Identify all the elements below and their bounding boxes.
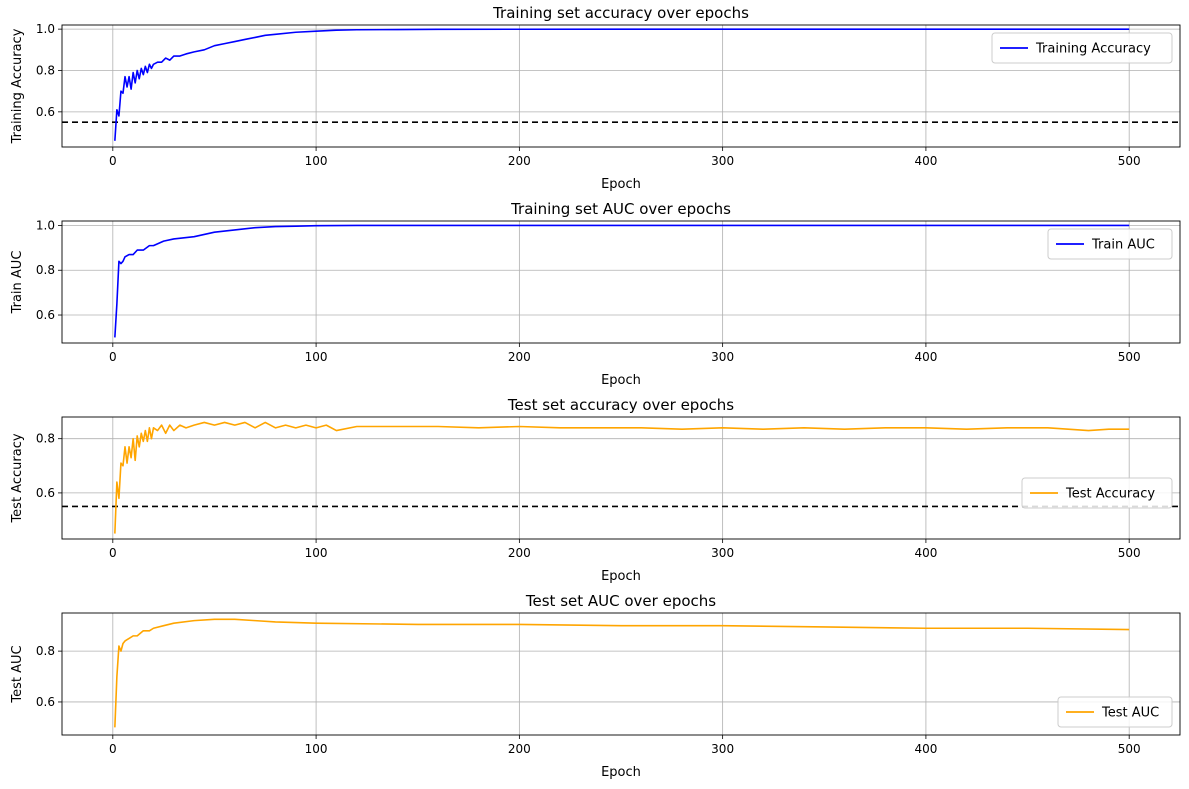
series-line	[114, 28, 1130, 141]
x-tick-label: 500	[1118, 742, 1141, 756]
x-tick-label: 100	[305, 154, 328, 168]
x-tick-label: 200	[508, 154, 531, 168]
legend: Test Accuracy	[1021, 477, 1173, 509]
y-tick-label: 0.6	[36, 308, 55, 322]
y-axis-label: Training Accuracy	[10, 28, 25, 144]
x-tick-label: 200	[508, 350, 531, 364]
x-tick-label: 0	[109, 350, 117, 364]
y-tick-label: 0.8	[36, 63, 55, 77]
y-tick-label: 0.6	[36, 486, 55, 500]
x-tick-label: 100	[305, 742, 328, 756]
y-tick-label: 1.0	[36, 218, 55, 232]
x-tick-label: 300	[711, 154, 734, 168]
legend-label: Train AUC	[1091, 238, 1155, 253]
x-tick-label: 400	[914, 350, 937, 364]
y-axis-label: Test AUC	[10, 645, 25, 703]
plot-frame	[61, 612, 1181, 736]
legend-label: Test AUC	[1101, 706, 1159, 721]
plot-frame	[61, 416, 1181, 540]
x-tick-label: 200	[508, 546, 531, 560]
legend-box	[1057, 696, 1173, 728]
legend: Train AUC	[1047, 228, 1173, 260]
chart-panel-4: 0 100 200 300 400 500 0.6 0.8 Test set AUC over …	[10, 592, 1181, 780]
chart-title: Training set AUC over epochs	[510, 200, 731, 218]
x-axis-label: Epoch	[601, 373, 641, 388]
legend-label: Training Accuracy	[1035, 42, 1151, 57]
chart-title: Test set accuracy over epochs	[507, 396, 734, 414]
series-line	[114, 224, 1130, 338]
legend: Test AUC	[1057, 696, 1173, 728]
x-tick-label: 400	[914, 742, 937, 756]
y-tick-label: 0.8	[36, 644, 55, 658]
x-axis-label: Epoch	[601, 765, 641, 780]
x-tick-label: 300	[711, 546, 734, 560]
legend-box	[991, 32, 1173, 64]
x-tick-label: 400	[914, 154, 937, 168]
x-tick-label: 0	[109, 546, 117, 560]
x-axis-label: Epoch	[601, 569, 641, 584]
legend-box	[1047, 228, 1173, 260]
x-tick-label: 0	[109, 742, 117, 756]
y-tick-label: 0.6	[36, 695, 55, 709]
x-axis-label: Epoch	[601, 177, 641, 192]
x-tick-label: 100	[305, 350, 328, 364]
y-tick-label: 0.6	[36, 105, 55, 119]
x-tick-label: 500	[1118, 350, 1141, 364]
x-tick-label: 500	[1118, 546, 1141, 560]
x-tick-label: 400	[914, 546, 937, 560]
x-tick-label: 300	[711, 742, 734, 756]
y-axis-label: Test Accuracy	[10, 433, 25, 523]
legend: Training Accuracy	[991, 32, 1173, 64]
chart-panel-1: 0 100 200 300 400 500 0.6 0.8 1.0 Training set ac…	[10, 4, 1181, 192]
x-tick-label: 0	[109, 154, 117, 168]
chart-panel-3: 0 100 200 300 400 500 0.6 0.8 Test set accuracy …	[10, 396, 1181, 584]
x-tick-label: 300	[711, 350, 734, 364]
plot-frame	[61, 220, 1181, 344]
legend-label: Test Accuracy	[1065, 487, 1155, 502]
series-line	[114, 421, 1130, 534]
y-axis-label: Train AUC	[10, 251, 25, 315]
chart-title: Training set accuracy over epochs	[492, 4, 749, 22]
plot-frame	[61, 24, 1181, 148]
series-line	[114, 618, 1130, 728]
chart-title: Test set AUC over epochs	[525, 592, 716, 610]
x-tick-label: 100	[305, 546, 328, 560]
chart-panel-2: 0 100 200 300 400 500 0.6 0.8 1.0 Training set AU…	[10, 200, 1181, 388]
y-tick-label: 1.0	[36, 22, 55, 36]
y-tick-label: 0.8	[36, 263, 55, 277]
x-tick-label: 200	[508, 742, 531, 756]
y-tick-label: 0.8	[36, 432, 55, 446]
legend-box	[1021, 477, 1173, 509]
x-tick-label: 500	[1118, 154, 1141, 168]
